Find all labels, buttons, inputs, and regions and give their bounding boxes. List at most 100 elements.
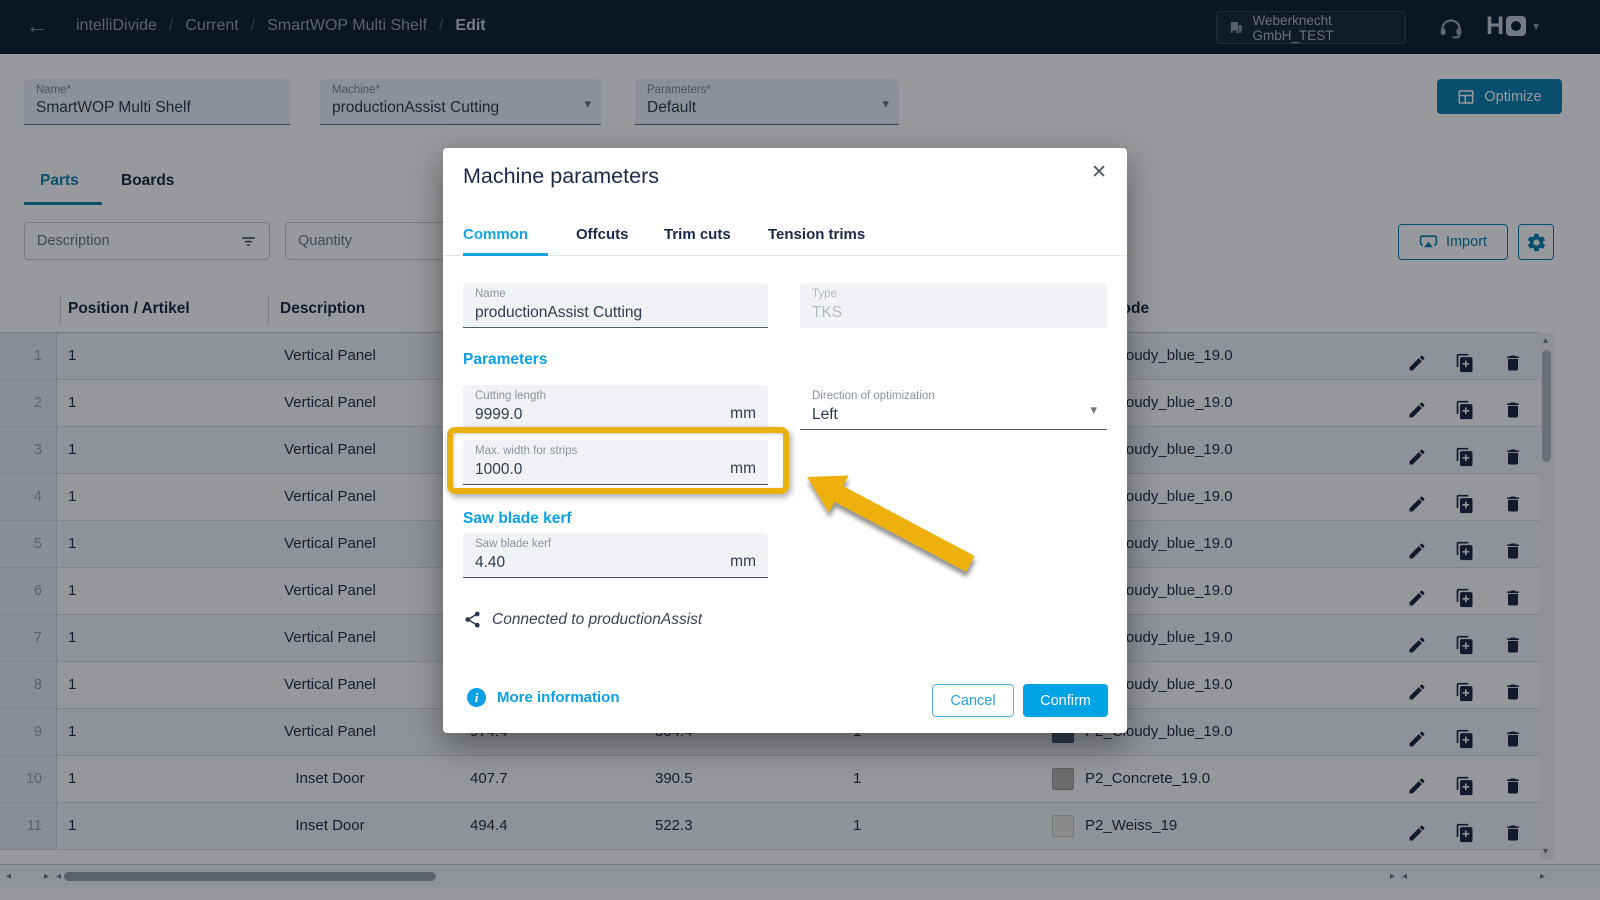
scroll-right-icon[interactable]: ▸ [1540, 871, 1546, 882]
cutting-length-label: Cutting length [475, 390, 546, 402]
row-number: 4 [0, 474, 57, 520]
user-account-menu[interactable]: H ▾ [1486, 13, 1539, 39]
saw-blade-kerf-field[interactable]: Saw blade kerf 4.40 mm [463, 533, 768, 578]
copy-icon[interactable] [1455, 346, 1475, 373]
breadcrumb-job-name[interactable]: SmartWOP Multi Shelf [267, 17, 427, 34]
tab-boards[interactable]: Boards [121, 172, 175, 189]
scroll-page-right-icon[interactable]: ▸ [1390, 871, 1396, 882]
close-icon[interactable]: ✕ [1091, 162, 1107, 183]
trash-icon[interactable] [1503, 769, 1523, 794]
cell-position: 1 [68, 347, 77, 364]
machine-select[interactable]: Machine* productionAssist Cutting ▾ [320, 79, 601, 125]
company-selector-button[interactable]: Weberknecht GmbH_TEST [1216, 11, 1406, 44]
scroll-page-left-icon[interactable]: ◂ [1402, 871, 1408, 882]
tab-offcuts[interactable]: Offcuts [576, 226, 629, 243]
trash-icon[interactable] [1503, 487, 1523, 512]
annotation-highlight-box [447, 427, 789, 494]
machine-name-field[interactable]: Name productionAssist Cutting [463, 283, 768, 328]
trash-icon[interactable] [1503, 393, 1523, 418]
trash-icon[interactable] [1503, 581, 1523, 606]
cancel-button[interactable]: Cancel [932, 684, 1014, 717]
copy-icon[interactable] [1455, 581, 1475, 608]
tab-trim-cuts[interactable]: Trim cuts [664, 226, 731, 243]
back-arrow-icon[interactable]: ← [26, 13, 48, 38]
edit-icon[interactable] [1407, 393, 1427, 418]
scroll-page-left-icon[interactable]: ◂ [56, 871, 62, 882]
tab-parts[interactable]: Parts [40, 172, 79, 189]
vertical-scrollbar[interactable]: ▴ ▾ [1540, 333, 1554, 860]
copy-icon[interactable] [1455, 393, 1475, 420]
scroll-left-icon[interactable]: ◂ [6, 871, 12, 882]
cutting-length-field[interactable]: Cutting length 9999.0 mm [463, 385, 768, 430]
trash-icon[interactable] [1503, 816, 1523, 841]
trash-icon[interactable] [1503, 722, 1523, 747]
trash-icon[interactable] [1503, 675, 1523, 700]
active-tab-underline [463, 253, 548, 256]
machine-name-value: productionAssist Cutting [475, 304, 643, 321]
support-headset-icon[interactable] [1438, 14, 1464, 40]
machine-type-value: TKS [812, 304, 843, 321]
copy-icon[interactable] [1455, 487, 1475, 514]
optimize-button[interactable]: Optimize [1437, 79, 1562, 114]
copy-icon[interactable] [1455, 769, 1475, 796]
unit-mm: mm [730, 460, 756, 477]
table-settings-button[interactable] [1518, 224, 1554, 260]
edit-icon[interactable] [1407, 487, 1427, 512]
copy-icon[interactable] [1455, 440, 1475, 467]
edit-icon[interactable] [1407, 628, 1427, 653]
direction-of-optimization-select[interactable]: Direction of optimization Left ▾ [800, 385, 1107, 430]
scroll-down-icon[interactable]: ▾ [1543, 846, 1549, 857]
cell-position: 1 [68, 629, 77, 646]
description-filter-input[interactable]: Description [24, 222, 270, 260]
scroll-up-icon[interactable]: ▴ [1543, 335, 1549, 346]
confirm-button[interactable]: Confirm [1023, 684, 1108, 717]
edit-icon[interactable] [1407, 769, 1427, 794]
parameters-select[interactable]: Parameters* Default ▾ [635, 79, 899, 125]
edit-icon[interactable] [1407, 816, 1427, 841]
edit-icon[interactable] [1407, 722, 1427, 747]
filter-icon[interactable] [240, 233, 257, 250]
vertical-scrollbar-thumb[interactable] [1542, 350, 1551, 462]
row-number: 6 [0, 568, 57, 614]
edit-icon[interactable] [1407, 440, 1427, 465]
more-information-link[interactable]: i More information [467, 688, 620, 707]
machine-value: productionAssist Cutting [332, 99, 500, 116]
job-name-field[interactable]: Name* SmartWOP Multi Shelf [24, 79, 290, 125]
max-width-value: 1000.0 [475, 461, 523, 478]
tab-common[interactable]: Common [463, 226, 528, 243]
copy-icon[interactable] [1455, 722, 1475, 749]
copy-icon[interactable] [1455, 628, 1475, 655]
connected-status-text: Connected to productionAssist [492, 610, 703, 628]
cell-description: Vertical Panel [284, 347, 376, 364]
edit-icon[interactable] [1407, 534, 1427, 559]
trash-icon[interactable] [1503, 346, 1523, 371]
scroll-page-right-icon[interactable]: ▸ [44, 871, 50, 882]
edit-icon[interactable] [1407, 346, 1427, 371]
column-header-description[interactable]: Description [280, 300, 366, 317]
horizontal-scrollbar-thumb[interactable] [64, 872, 436, 881]
edit-icon[interactable] [1407, 675, 1427, 700]
import-button[interactable]: Import [1398, 224, 1508, 260]
column-header-position[interactable]: Position / Artikel [68, 300, 190, 317]
cell-description: Vertical Panel [284, 582, 376, 599]
trash-icon[interactable] [1503, 628, 1523, 653]
copy-icon[interactable] [1455, 675, 1475, 702]
row-number: 11 [0, 803, 57, 849]
gear-icon [1527, 233, 1545, 251]
trash-icon[interactable] [1503, 440, 1523, 465]
breadcrumb-current[interactable]: Current [185, 17, 239, 34]
saw-blade-kerf-value: 4.40 [475, 554, 506, 571]
copy-icon[interactable] [1455, 816, 1475, 843]
max-width-for-strips-field[interactable]: Max. width for strips 1000.0 mm [463, 440, 768, 485]
cell-position: 1 [68, 394, 77, 411]
edit-icon[interactable] [1407, 581, 1427, 606]
horizontal-scrollbar[interactable]: ◂ ▸ ◂ ▸ ◂ ▸ [0, 865, 1600, 888]
machine-type-field: Type TKS [800, 283, 1107, 328]
tab-tension-trims[interactable]: Tension trims [768, 226, 866, 243]
breadcrumb-app[interactable]: intelliDivide [76, 17, 157, 34]
max-width-label: Max. width for strips [475, 445, 578, 457]
copy-icon[interactable] [1455, 534, 1475, 561]
cell-position: 1 [68, 535, 77, 552]
share-icon [465, 611, 480, 628]
trash-icon[interactable] [1503, 534, 1523, 559]
